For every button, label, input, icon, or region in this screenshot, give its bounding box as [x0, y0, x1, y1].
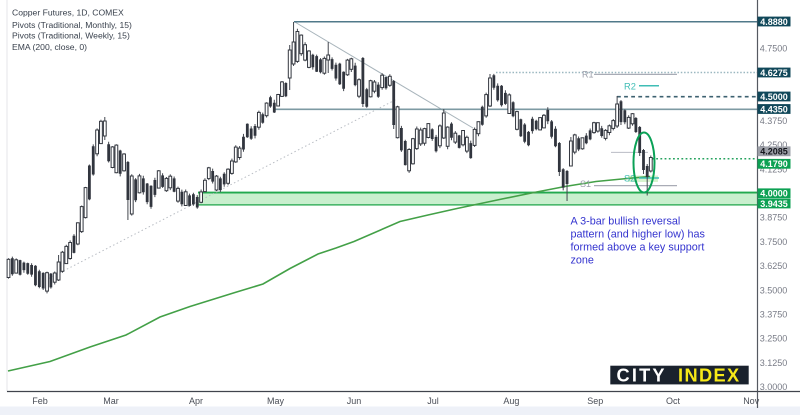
svg-text:Aug: Aug [503, 396, 519, 406]
svg-text:4.3750: 4.3750 [760, 116, 788, 126]
svg-text:Sep: Sep [587, 396, 603, 406]
svg-text:INDEX: INDEX [678, 366, 741, 386]
svg-text:Feb: Feb [32, 396, 48, 406]
svg-text:4.4350: 4.4350 [760, 104, 788, 114]
svg-text:4.0000: 4.0000 [760, 189, 788, 199]
svg-text:3.7500: 3.7500 [760, 237, 788, 247]
svg-text:3.2500: 3.2500 [760, 334, 788, 344]
svg-text:3.5000: 3.5000 [760, 285, 788, 295]
svg-text:A 3-bar bullish reversal: A 3-bar bullish reversal [571, 216, 681, 228]
svg-text:R2: R2 [624, 81, 636, 91]
svg-text:4.2500: 4.2500 [760, 140, 788, 150]
svg-text:Oct: Oct [666, 396, 681, 406]
svg-text:3.1250: 3.1250 [760, 358, 788, 368]
svg-text:Mar: Mar [103, 396, 119, 406]
svg-text:May: May [267, 396, 285, 406]
svg-text:3.3750: 3.3750 [760, 310, 788, 320]
svg-text:4.5000: 4.5000 [760, 92, 788, 102]
svg-text:Pivots (Traditional, Weekly, 1: Pivots (Traditional, Weekly, 15) [12, 31, 130, 41]
svg-text:pattern (and higher low) has: pattern (and higher low) has [571, 229, 706, 241]
svg-text:Apr: Apr [189, 396, 203, 406]
svg-text:formed above a key support: formed above a key support [571, 242, 705, 254]
svg-text:Nov: Nov [743, 396, 760, 406]
svg-text:EMA (200, close, 0): EMA (200, close, 0) [12, 42, 87, 52]
svg-text:4.7500: 4.7500 [760, 43, 788, 53]
svg-text:3.0000: 3.0000 [760, 382, 788, 392]
svg-text:Jul: Jul [427, 396, 439, 406]
svg-text:4.1790: 4.1790 [760, 159, 788, 169]
svg-text:3.9435: 3.9435 [760, 199, 788, 209]
svg-text:3.6250: 3.6250 [760, 261, 788, 271]
svg-text:Pivots (Traditional, Monthly,: Pivots (Traditional, Monthly, 15) [12, 20, 132, 30]
svg-text:4.6275: 4.6275 [760, 68, 788, 78]
svg-text:zone: zone [571, 255, 594, 267]
svg-text:4.1250: 4.1250 [760, 165, 788, 175]
svg-text:3.8750: 3.8750 [760, 213, 788, 223]
svg-text:Copper Futures, 1D, COMEX: Copper Futures, 1D, COMEX [12, 8, 124, 18]
svg-text:4.2085: 4.2085 [760, 147, 788, 157]
svg-text:CITY: CITY [617, 366, 667, 386]
svg-text:S2: S2 [624, 174, 635, 184]
svg-text:4.8880: 4.8880 [760, 17, 788, 27]
svg-text:Jun: Jun [347, 396, 362, 406]
svg-text:R1: R1 [582, 70, 594, 80]
svg-text:S1: S1 [580, 179, 591, 189]
